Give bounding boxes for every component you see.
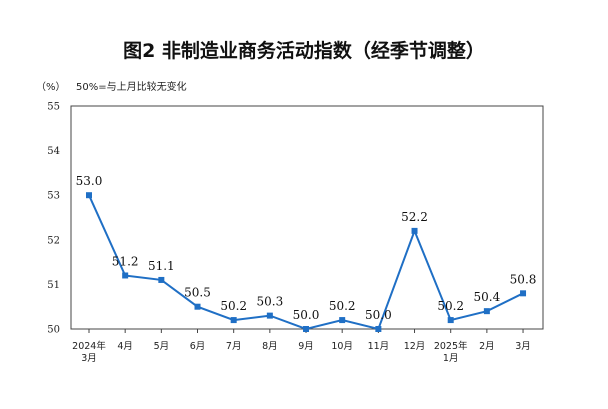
y-tick-label: 53: [47, 191, 60, 202]
plot-frame: [70, 105, 544, 330]
x-tick-label: 1月: [443, 353, 459, 364]
y-tick-label: 51: [47, 280, 60, 291]
x-tick-label: 7月: [226, 341, 242, 352]
data-label: 50.2: [220, 299, 247, 313]
data-label: 50.4: [474, 290, 501, 304]
data-labels: 53.0 51.2 51.1 50.5 50.2 50.3 50.0 50.2 50.0 52.2…: [76, 174, 537, 322]
data-point: [266, 312, 273, 319]
x-tick-label: 9月: [298, 341, 314, 352]
data-label: 51.1: [148, 259, 175, 273]
y-tick-label: 52: [47, 235, 60, 246]
y-axis: 50 51 52 53 54 55: [47, 102, 60, 336]
x-tick-label: 10月: [331, 341, 353, 352]
data-point: [339, 317, 346, 324]
x-tick-label: 3月: [515, 341, 531, 352]
y-tick-label: 55: [47, 102, 60, 113]
y-unit-label: （%）: [36, 81, 66, 93]
data-label: 51.2: [112, 254, 139, 268]
x-tick-label: 8月: [262, 341, 278, 352]
x-tick-label: 3月: [81, 353, 97, 364]
x-tick-label: 11月: [368, 341, 390, 352]
x-tick-label: 2月: [479, 341, 495, 352]
data-point: [520, 290, 527, 297]
x-tick-label: 2024年: [72, 340, 106, 352]
x-tick-label: 4月: [117, 341, 133, 352]
data-point: [411, 227, 418, 234]
data-label: 50.2: [437, 299, 464, 313]
data-label: 50.0: [365, 308, 392, 322]
data-label: 50.5: [184, 286, 211, 300]
data-point: [158, 276, 165, 283]
data-point: [122, 272, 129, 279]
data-point: [194, 303, 201, 310]
data-point: [303, 326, 310, 332]
series-plot: [86, 192, 527, 332]
x-tick-label: 2025年: [434, 340, 468, 352]
data-label: 50.0: [293, 308, 320, 322]
data-point: [483, 308, 490, 315]
chart-note: 50%=与上月比较无变化: [76, 80, 187, 93]
data-label: 50.3: [256, 295, 283, 309]
x-tick-label: 6月: [190, 341, 206, 352]
x-tick-label: 5月: [154, 341, 170, 352]
y-tick-label: 54: [47, 146, 60, 157]
y-tick-label: 50: [47, 325, 60, 336]
data-label: 50.8: [510, 272, 537, 286]
x-tick-label: 12月: [404, 341, 426, 352]
data-label: 52.2: [401, 210, 428, 224]
data-label: 50.2: [329, 299, 356, 313]
data-point: [230, 317, 237, 324]
chart-title: 图2 非制造业商务活动指数（经季节调整）: [123, 39, 485, 62]
data-label: 53.0: [76, 174, 103, 188]
data-point: [447, 317, 454, 324]
data-point: [86, 192, 92, 199]
data-point: [375, 326, 382, 332]
